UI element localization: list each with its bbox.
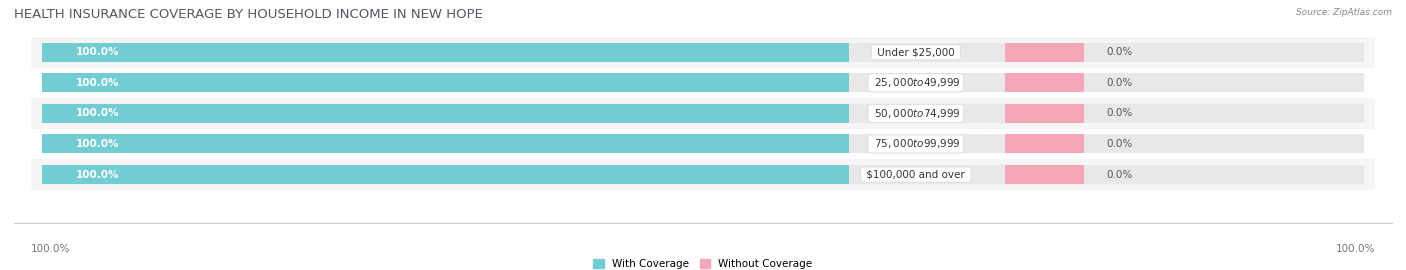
- Bar: [42, 165, 1364, 184]
- Text: 0.0%: 0.0%: [1107, 78, 1132, 88]
- Bar: [31, 129, 1375, 159]
- Text: $100,000 and over: $100,000 and over: [863, 170, 969, 180]
- Bar: [31, 68, 1375, 98]
- Text: 0.0%: 0.0%: [1107, 170, 1132, 180]
- Text: 0.0%: 0.0%: [1107, 139, 1132, 149]
- Bar: [42, 43, 849, 62]
- Text: 100.0%: 100.0%: [76, 139, 120, 149]
- Bar: [31, 159, 1375, 190]
- Bar: [1005, 73, 1084, 92]
- Text: 100.0%: 100.0%: [76, 170, 120, 180]
- Bar: [31, 98, 1375, 129]
- Bar: [42, 43, 1364, 62]
- Text: 100.0%: 100.0%: [76, 47, 120, 57]
- Text: Under $25,000: Under $25,000: [873, 47, 957, 57]
- Bar: [1005, 104, 1084, 123]
- Bar: [42, 73, 1364, 92]
- Bar: [42, 104, 1364, 123]
- Bar: [42, 73, 849, 92]
- Text: 100.0%: 100.0%: [1336, 244, 1375, 254]
- Bar: [42, 134, 1364, 153]
- Bar: [42, 165, 849, 184]
- Bar: [1005, 165, 1084, 184]
- Text: Source: ZipAtlas.com: Source: ZipAtlas.com: [1296, 8, 1392, 17]
- Bar: [42, 104, 849, 123]
- Bar: [42, 134, 849, 153]
- Text: $25,000 to $49,999: $25,000 to $49,999: [870, 76, 960, 89]
- Text: $50,000 to $74,999: $50,000 to $74,999: [870, 107, 960, 120]
- Bar: [1005, 43, 1084, 62]
- Bar: [1005, 134, 1084, 153]
- Text: 0.0%: 0.0%: [1107, 47, 1132, 57]
- Text: $75,000 to $99,999: $75,000 to $99,999: [870, 137, 960, 150]
- Text: 100.0%: 100.0%: [76, 108, 120, 119]
- Bar: [31, 37, 1375, 68]
- Legend: With Coverage, Without Coverage: With Coverage, Without Coverage: [589, 255, 817, 270]
- Text: 100.0%: 100.0%: [31, 244, 70, 254]
- Text: 0.0%: 0.0%: [1107, 108, 1132, 119]
- Text: HEALTH INSURANCE COVERAGE BY HOUSEHOLD INCOME IN NEW HOPE: HEALTH INSURANCE COVERAGE BY HOUSEHOLD I…: [14, 8, 482, 21]
- Text: 100.0%: 100.0%: [76, 78, 120, 88]
